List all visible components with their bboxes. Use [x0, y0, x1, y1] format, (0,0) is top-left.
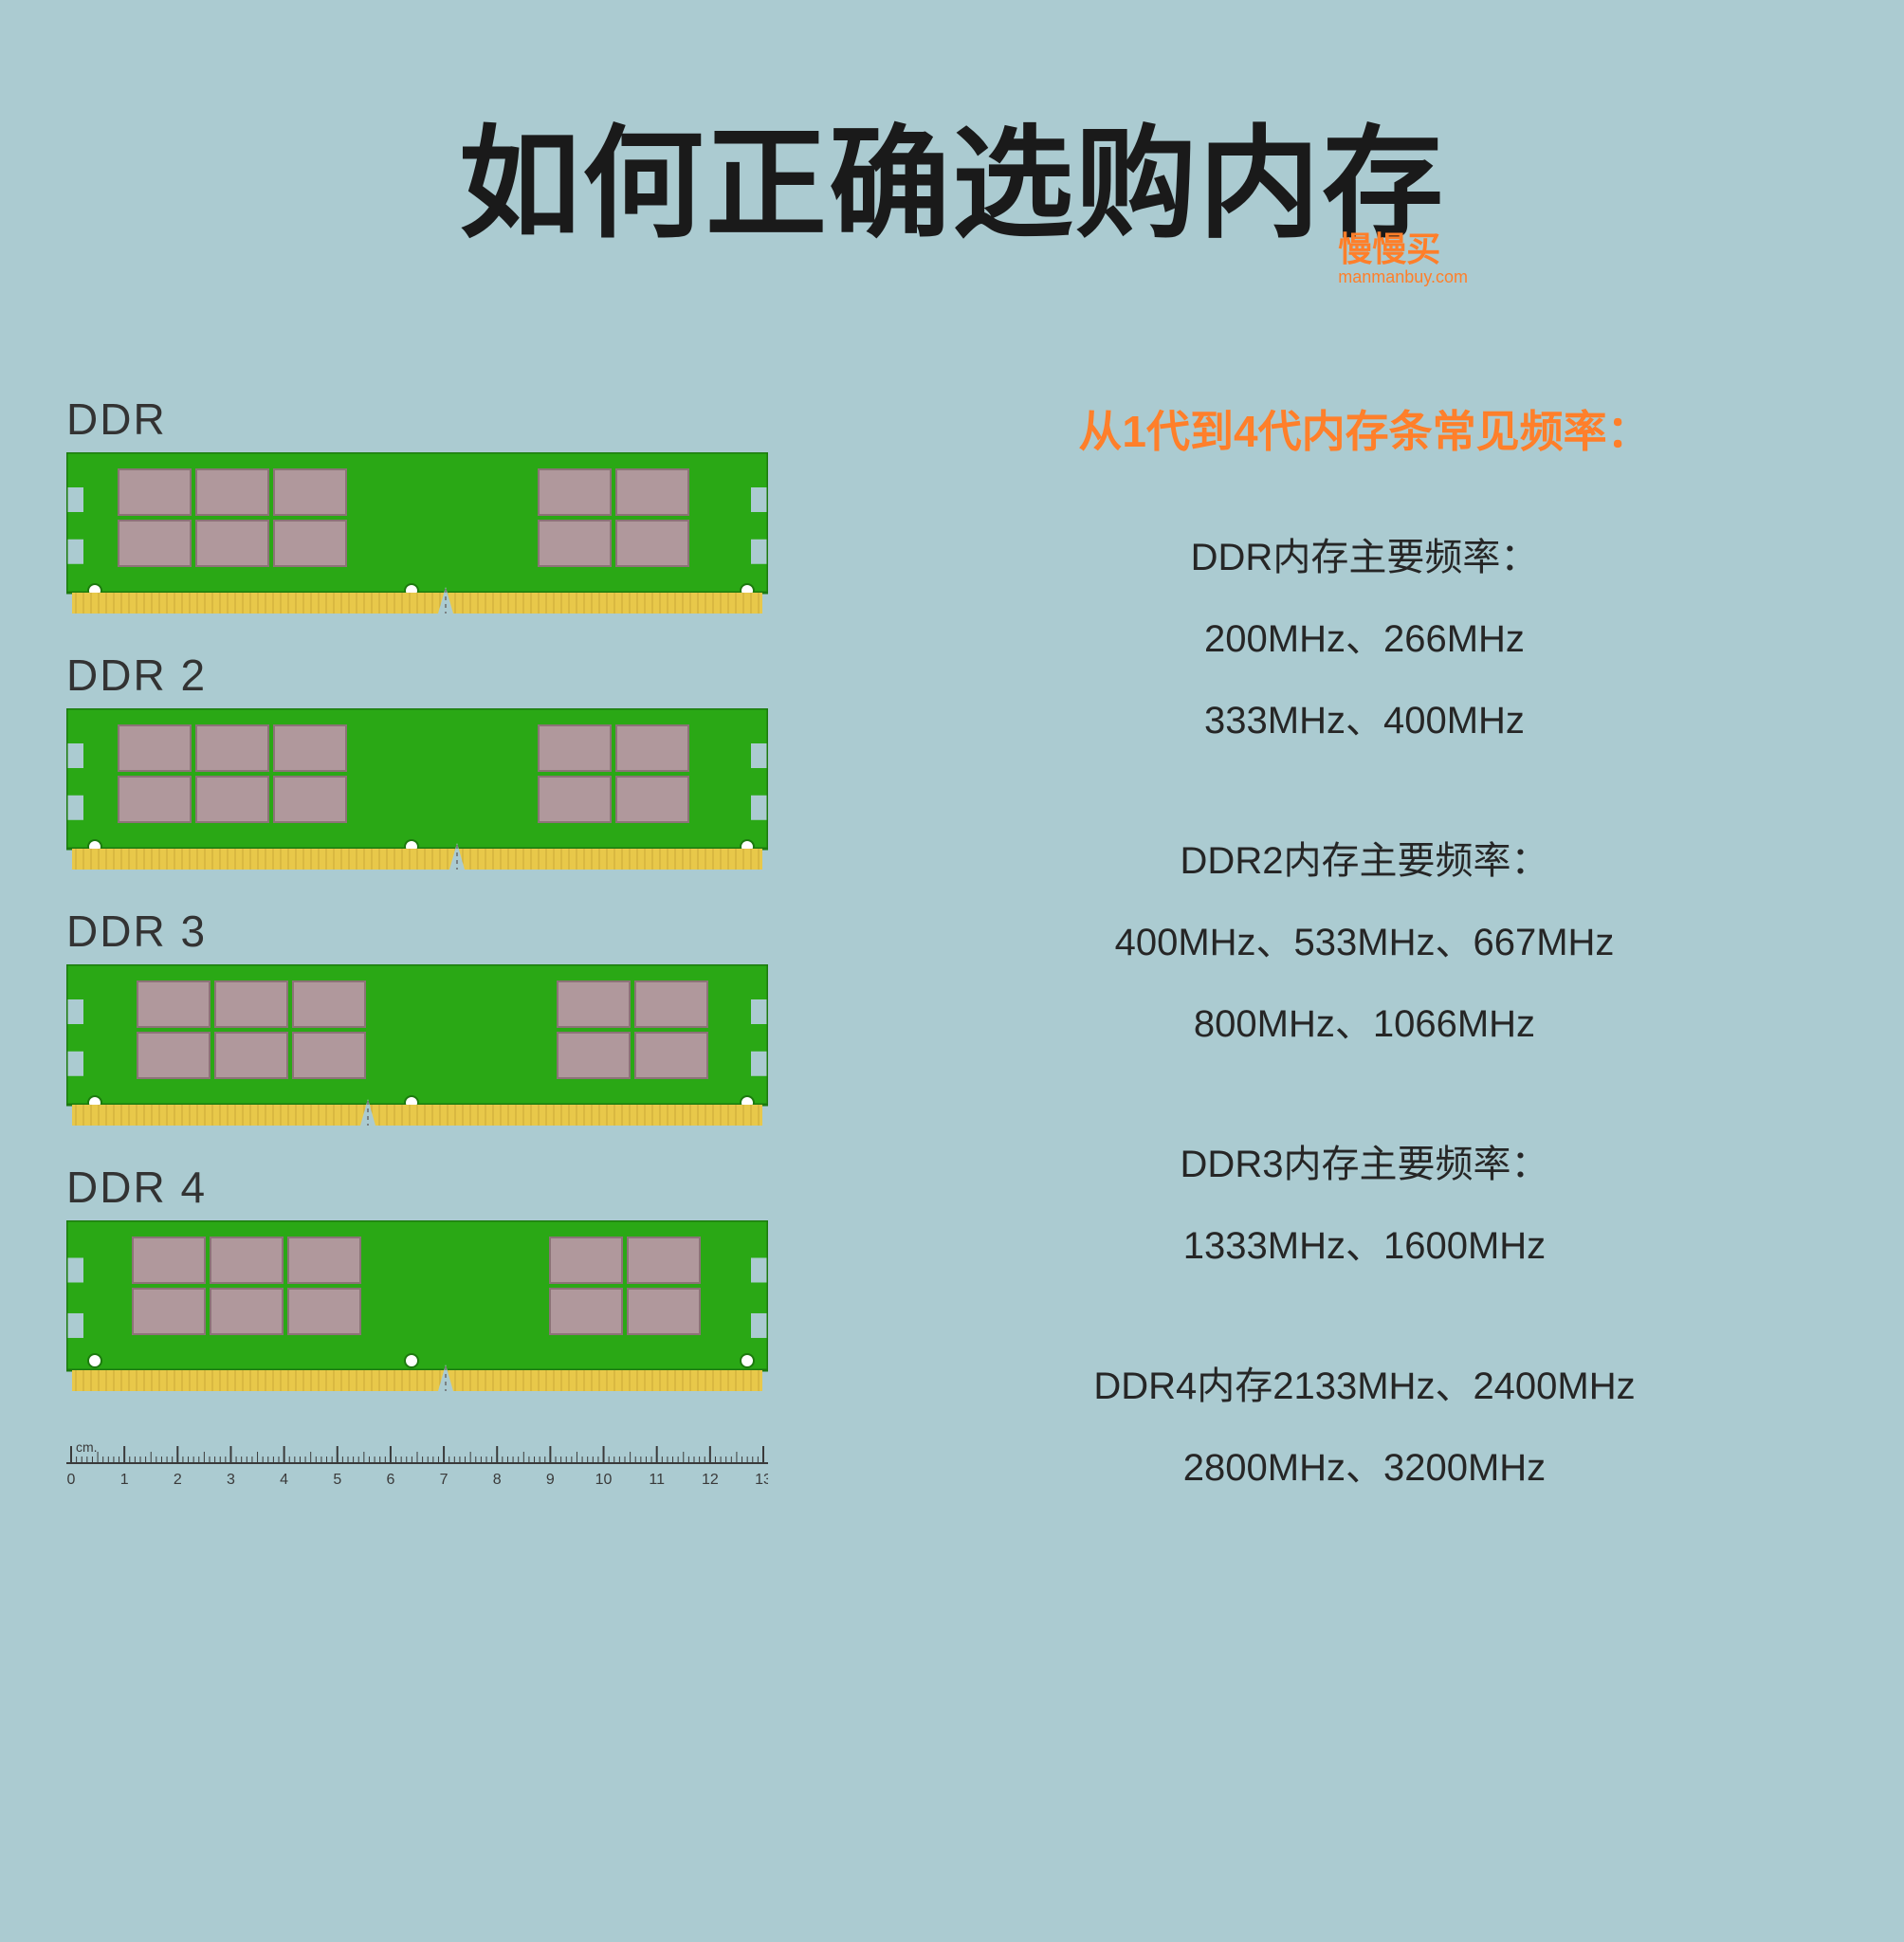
frequency-column: 从1代到4代内存条常见频率： DDR内存主要频率： 200MHz、266MHz 33…	[891, 394, 1838, 1577]
svg-text:11: 11	[649, 1472, 665, 1488]
ram-block: DDR 4	[66, 1162, 806, 1391]
brand-name-en: manmanbuy.com	[1338, 268, 1468, 285]
page-title: 如何正确选购内存	[38, 85, 1866, 261]
svg-text:4: 4	[280, 1472, 288, 1488]
svg-text:1: 1	[120, 1472, 129, 1488]
ram-block: DDR 3	[66, 906, 806, 1126]
frequency-section: DDR4内存2133MHz、2400MHz 2800MHz、3200MHz	[891, 1355, 1838, 1492]
frequency-heading: DDR内存主要频率：	[891, 526, 1838, 581]
frequency-heading: DDR2内存主要频率：	[891, 830, 1838, 885]
svg-text:7: 7	[440, 1472, 449, 1488]
svg-text:10: 10	[595, 1472, 613, 1488]
frequency-subtitle: 从1代到4代内存条常见频率：	[891, 397, 1838, 460]
ram-block: DDR 2	[66, 650, 806, 870]
ram-module-svg	[66, 1220, 768, 1391]
svg-text:0: 0	[67, 1472, 76, 1488]
svg-text:9: 9	[546, 1472, 555, 1488]
ram-generation-label: DDR 3	[66, 906, 806, 957]
ruler-block: cm.012345678910111213	[66, 1438, 806, 1500]
ram-generation-label: DDR 2	[66, 650, 806, 701]
frequency-list: DDR内存主要频率： 200MHz、266MHz 333MHz、400MHz DDR2…	[891, 526, 1838, 1492]
svg-text:13: 13	[755, 1472, 768, 1488]
ram-module-svg	[66, 452, 768, 614]
frequency-heading: DDR4内存2133MHz、2400MHz	[891, 1355, 1838, 1410]
frequency-line: 800MHz、1066MHz	[891, 993, 1838, 1048]
svg-text:6: 6	[386, 1472, 394, 1488]
frequency-heading: DDR3内存主要频率：	[891, 1133, 1838, 1188]
frequency-section: DDR2内存主要频率： 400MHz、533MHz、667MHz 800MHz、10…	[891, 830, 1838, 1048]
frequency-line: 400MHz、533MHz、667MHz	[891, 911, 1838, 966]
ram-module-svg	[66, 964, 768, 1126]
frequency-line: 200MHz、266MHz	[891, 608, 1838, 663]
ram-module-svg	[66, 708, 768, 870]
brand-name-cn: 慢慢买	[1338, 232, 1468, 266]
svg-text:12: 12	[702, 1472, 719, 1488]
ram-block: DDR	[66, 394, 806, 614]
frequency-section: DDR内存主要频率： 200MHz、266MHz 333MHz、400MHz	[891, 526, 1838, 744]
ruler-unit-label: cm.	[76, 1439, 98, 1455]
brand-mark: 慢慢买 manmanbuy.com	[1338, 232, 1468, 285]
frequency-line: 333MHz、400MHz	[891, 689, 1838, 744]
content-row: DDRDDR 2DDR 3DDR 4cm.012345678910111213 …	[38, 394, 1866, 1577]
header: 如何正确选购内存 慢慢买 manmanbuy.com	[38, 85, 1866, 261]
ruler-svg: cm.012345678910111213	[66, 1438, 768, 1495]
svg-text:5: 5	[333, 1472, 341, 1488]
svg-text:8: 8	[493, 1472, 502, 1488]
frequency-section: DDR3内存主要频率： 1333MHz、1600MHz	[891, 1133, 1838, 1270]
frequency-line: 2800MHz、3200MHz	[891, 1437, 1838, 1492]
svg-text:3: 3	[227, 1472, 235, 1488]
ram-generation-label: DDR 4	[66, 1162, 806, 1213]
ram-diagram-column: DDRDDR 2DDR 3DDR 4cm.012345678910111213	[66, 394, 806, 1577]
page-root: 如何正确选购内存 慢慢买 manmanbuy.com DDR DDR 2 DDR 3…	[0, 0, 1904, 1942]
svg-text:2: 2	[174, 1472, 182, 1488]
frequency-line: 1333MHz、1600MHz	[891, 1215, 1838, 1270]
ram-generation-label: DDR	[66, 394, 806, 445]
